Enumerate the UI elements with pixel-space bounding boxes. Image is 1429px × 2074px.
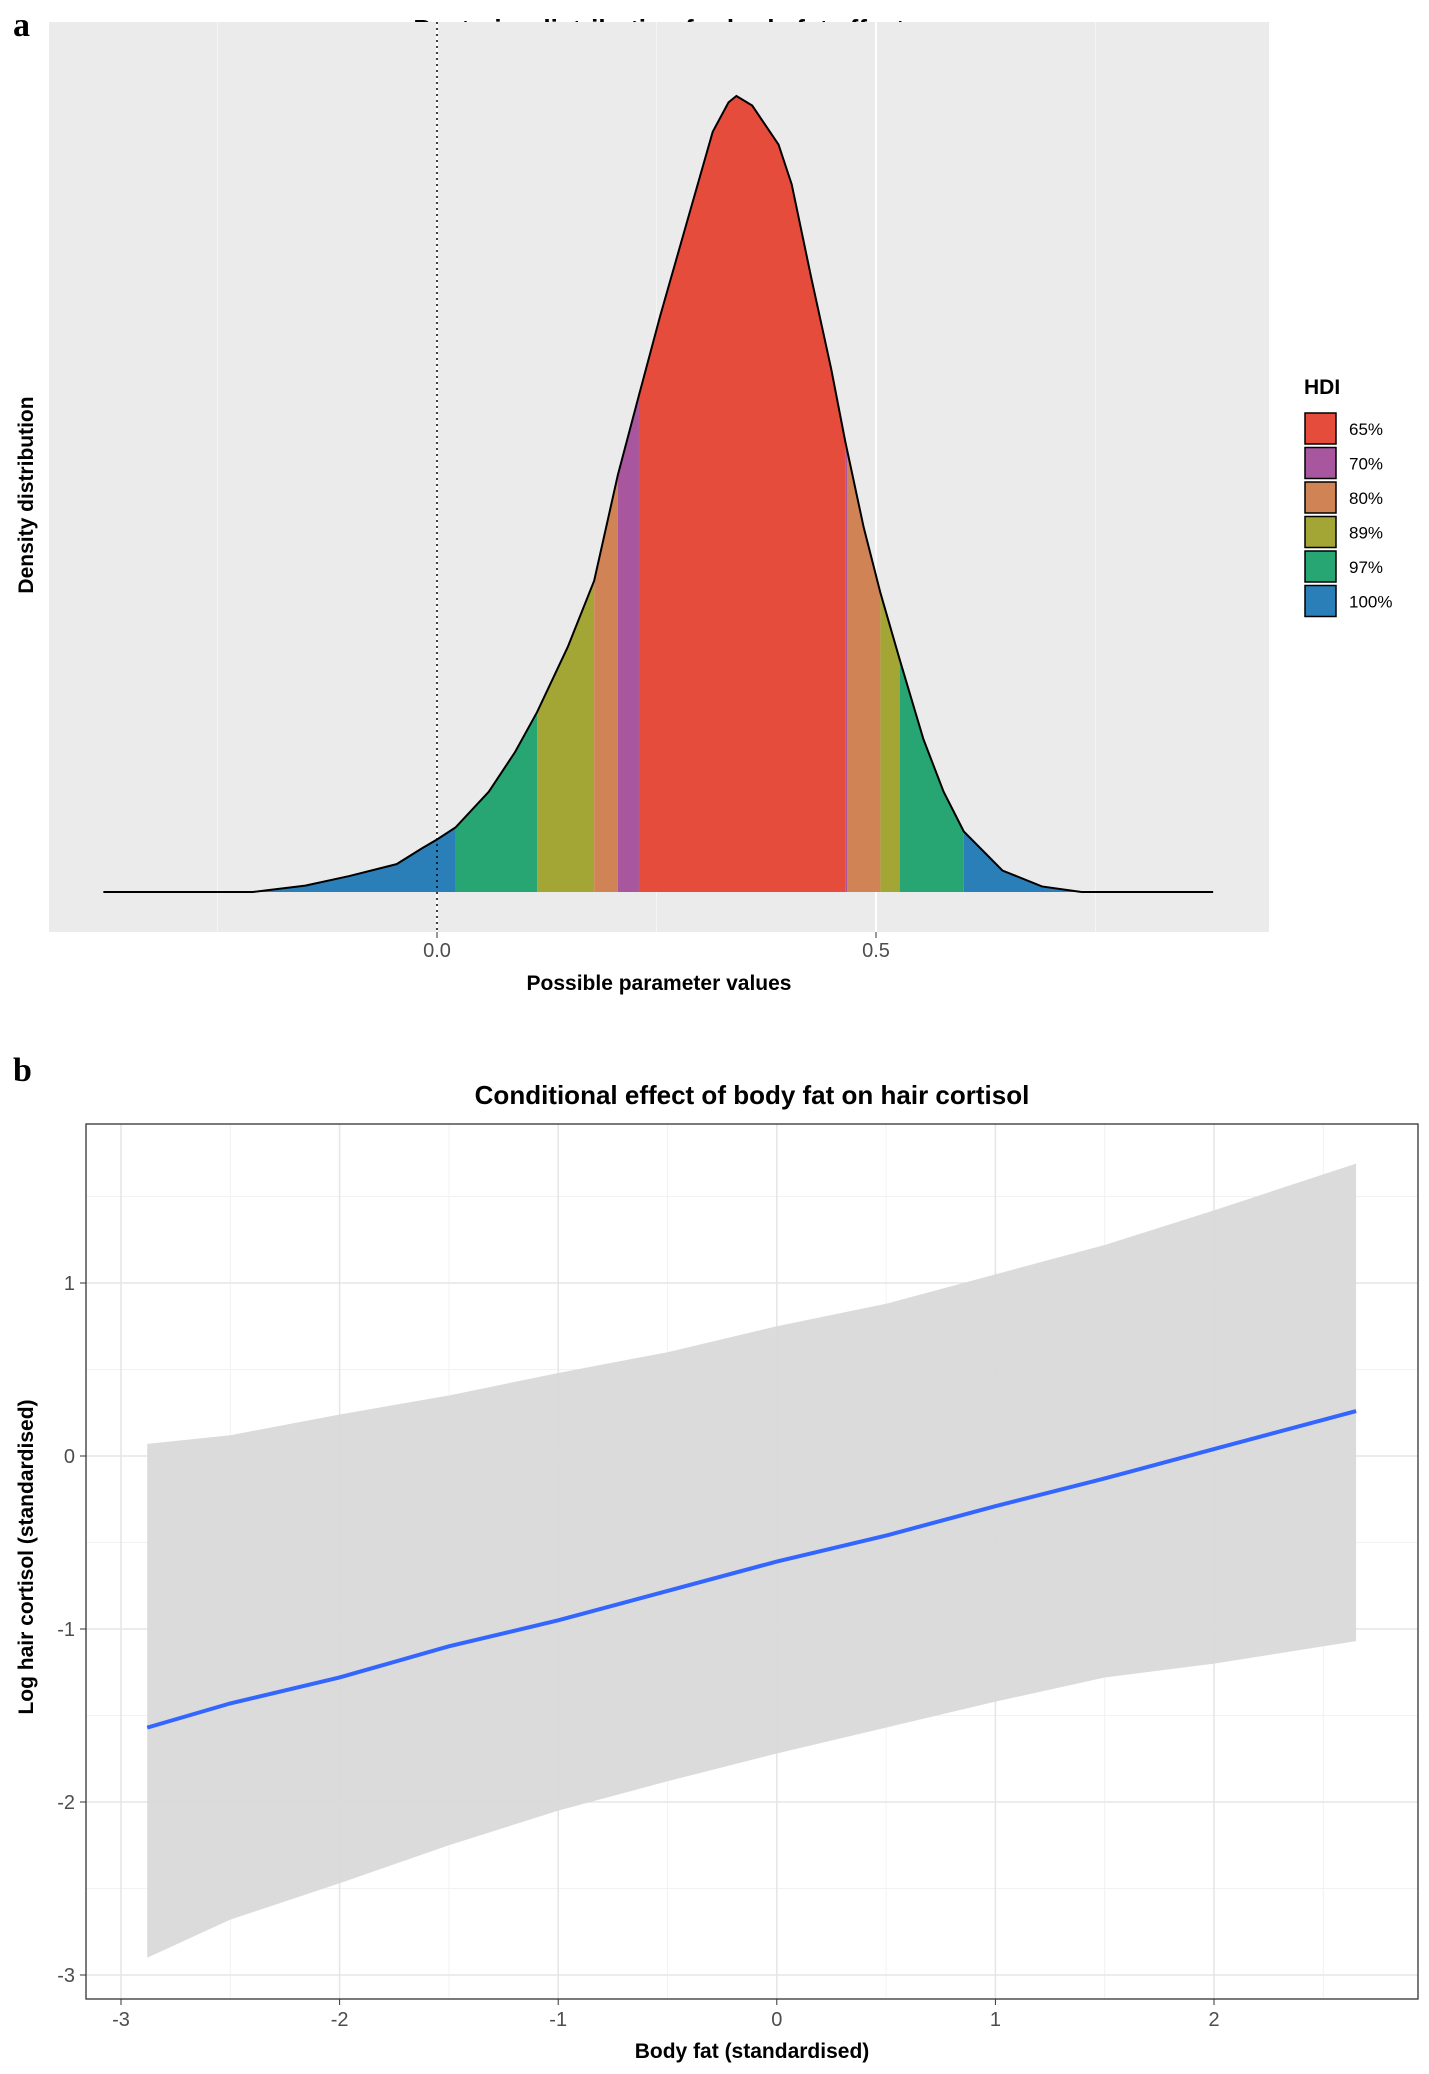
x-tick-label: -2 bbox=[331, 2009, 349, 2031]
panel-a: a Posterior distribution for body fat ef… bbox=[13, 7, 1392, 995]
legend-label: 65% bbox=[1349, 420, 1383, 439]
y-tick-label: 1 bbox=[64, 1273, 75, 1295]
y-tick-label: -2 bbox=[57, 1792, 75, 1814]
axis-ticks-b: -3 -2 -1 0 1 2 1 0 -1 -2 -3 bbox=[57, 1273, 1219, 2031]
credible-ribbon bbox=[147, 1163, 1357, 1958]
density-outline bbox=[103, 94, 1214, 893]
x-tick-label: 0 bbox=[771, 2009, 782, 2031]
legend-label: 97% bbox=[1349, 558, 1383, 577]
plot-border-b bbox=[85, 1123, 1419, 2000]
x-tick-label: -1 bbox=[549, 2009, 567, 2031]
legend-label: 89% bbox=[1349, 524, 1383, 543]
x-tick-label: 2 bbox=[1208, 2009, 1219, 2031]
hdi-band-70pct bbox=[845, 96, 848, 892]
legend-hdi: HDI 65% 70% 80% 89% 97% 100% bbox=[1304, 376, 1392, 618]
legend-label: 70% bbox=[1349, 455, 1383, 474]
x-tick-label: 0.0 bbox=[423, 940, 451, 962]
x-axis-title-a: Possible parameter values bbox=[527, 972, 792, 995]
y-tick-label: -1 bbox=[57, 1619, 75, 1641]
panel-b: b Conditional effect of body fat on hair… bbox=[13, 1052, 1419, 2063]
legend-swatch bbox=[1304, 550, 1337, 583]
panel-label-b: b bbox=[13, 1052, 32, 1089]
x-axis-title-b: Body fat (standardised) bbox=[635, 2040, 870, 2063]
y-tick-label: 0 bbox=[64, 1446, 75, 1468]
panel-label-a: a bbox=[13, 7, 30, 44]
chart-title-b: Conditional effect of body fat on hair c… bbox=[475, 1080, 1030, 1110]
estimate-line bbox=[146, 1409, 1357, 1730]
legend-swatch bbox=[1304, 446, 1337, 480]
legend-swatch bbox=[1304, 481, 1337, 514]
y-axis-title-b: Log hair cortisol (standardised) bbox=[15, 1399, 38, 1714]
x-tick-label: 0.5 bbox=[862, 940, 890, 962]
x-tick-label: -3 bbox=[112, 2009, 130, 2031]
legend-swatch bbox=[1304, 412, 1337, 445]
legend-swatch bbox=[1304, 584, 1337, 618]
legend-label: 80% bbox=[1349, 489, 1383, 508]
x-tick-label: 1 bbox=[990, 2009, 1001, 2031]
x-ticks-a: 0.0 0.5 bbox=[423, 932, 890, 962]
legend-title: HDI bbox=[1304, 376, 1340, 399]
y-axis-title-a: Density distribution bbox=[15, 396, 38, 593]
legend-label: 100% bbox=[1349, 593, 1392, 612]
legend-swatch bbox=[1304, 515, 1337, 549]
y-tick-label: -3 bbox=[57, 1965, 75, 1987]
